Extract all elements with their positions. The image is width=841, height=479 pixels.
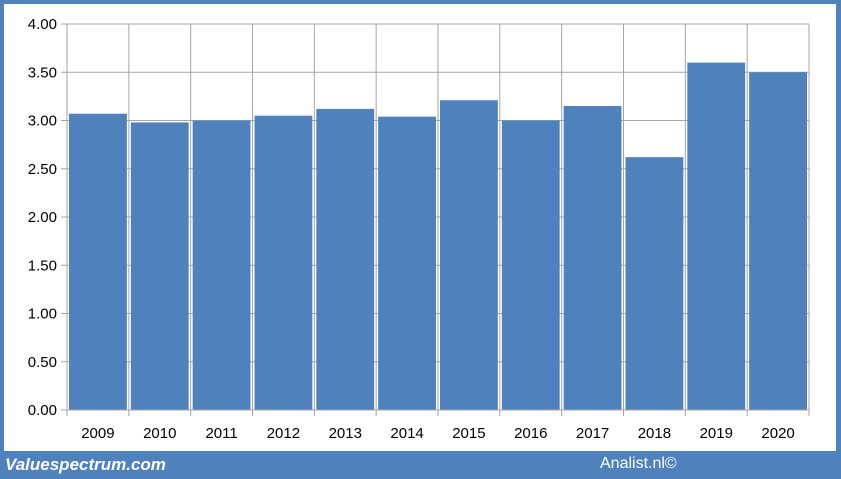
x-tick-label: 2020 (761, 425, 794, 442)
bar-2010 (130, 122, 189, 411)
bar-2012 (254, 115, 313, 411)
x-tick-label: 2011 (205, 425, 237, 442)
bars (69, 62, 807, 411)
x-tick-label: 2015 (452, 425, 485, 442)
x-tick-label: 2013 (329, 425, 362, 442)
y-tick-labels: 0.00 0.50 1.00 1.50 2.00 2.50 3.00 3.50 4.00 (28, 16, 57, 419)
y-tick-label: 2.00 (28, 209, 57, 226)
bar-2019 (687, 62, 746, 410)
chart-frame: 0.00 0.50 1.00 1.50 2.00 2.50 3.00 3.50 4.00 200… (4, 4, 836, 451)
x-tick-label: 2009 (81, 425, 114, 442)
brand-watermark: Valuespectrum.com (5, 455, 166, 474)
grid (66, 23, 810, 411)
x-tick-label: 2017 (576, 425, 609, 442)
bar-2017 (563, 106, 622, 411)
y-tick-label: 2.50 (28, 161, 57, 178)
x-tick-labels: 2009 2010 2011 2012 2013 2014 2015 2016 2017 2018… (81, 425, 795, 442)
y-tick-label: 1.50 (28, 257, 57, 274)
bar-2011 (192, 120, 251, 410)
x-tick-label: 2019 (700, 425, 733, 442)
bar-2016 (501, 120, 560, 410)
bar-2013 (316, 108, 375, 411)
bar-2009 (69, 113, 127, 411)
bar-2015 (440, 100, 498, 411)
bar-chart: 0.00 0.50 1.00 1.50 2.00 2.50 3.00 3.50 4.00 200… (28, 16, 810, 442)
x-tick-label: 2014 (390, 425, 423, 442)
x-tick-label: 2016 (514, 425, 547, 442)
x-tick-label: 2010 (143, 425, 176, 442)
y-tick-label: 3.00 (28, 113, 57, 130)
y-tick-label: 3.50 (28, 64, 57, 81)
y-tick-label: 0.50 (28, 354, 57, 371)
bar-2014 (378, 116, 436, 410)
y-tick-label: 0.00 (28, 402, 57, 419)
bar-2020 (749, 72, 807, 410)
y-tick-label: 4.00 (28, 16, 57, 33)
credit-text: Analist.nl© (600, 455, 677, 472)
x-tick-label: 2012 (267, 425, 300, 442)
y-tick-label: 1.00 (28, 306, 57, 323)
axes (61, 23, 810, 416)
bar-2018 (625, 157, 684, 410)
x-tick-label: 2018 (638, 425, 671, 442)
